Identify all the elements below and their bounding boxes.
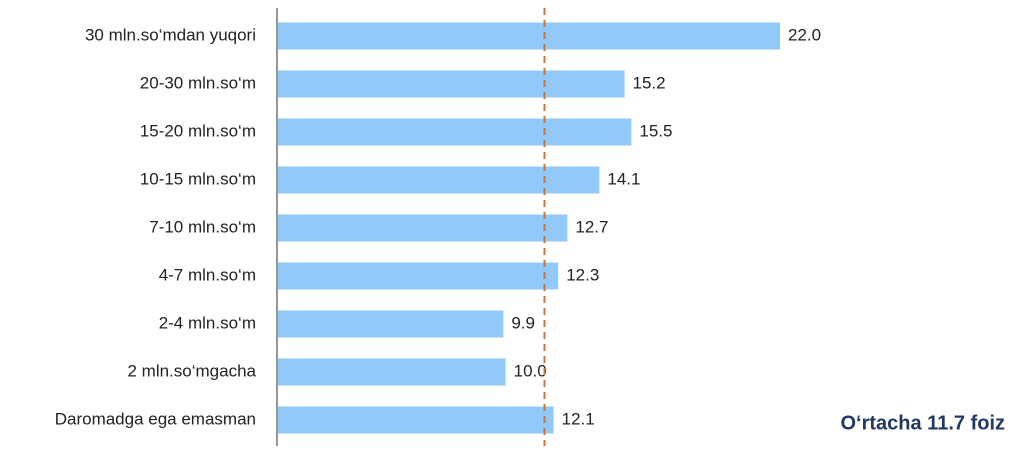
bar: [278, 118, 632, 146]
category-label: 20-30 mln.so‘m: [140, 73, 256, 92]
bar: [278, 358, 506, 386]
value-label: 10.0: [514, 361, 547, 380]
category-label: 4-7 mln.so‘m: [159, 265, 256, 284]
value-label: 9.9: [511, 313, 535, 332]
bar: [278, 70, 625, 98]
value-label: 12.1: [562, 409, 595, 428]
bar: [278, 22, 780, 50]
reference-label: O‘rtacha 11.7 foiz: [840, 412, 1005, 434]
category-label: 2 mln.so‘mgacha: [127, 361, 256, 380]
category-label: 10-15 mln.so‘m: [140, 169, 256, 188]
bar: [278, 214, 568, 242]
bar: [278, 262, 559, 290]
value-label: 14.1: [607, 169, 640, 188]
category-label: 30 mln.so‘mdan yuqori: [85, 25, 256, 44]
value-label: 12.7: [575, 217, 608, 236]
bar: [278, 406, 554, 434]
value-label: 12.3: [566, 265, 599, 284]
bar: [278, 166, 600, 194]
category-label: 2-4 mln.so‘m: [159, 313, 256, 332]
bar: [278, 310, 504, 338]
category-label: 15-20 mln.so‘m: [140, 121, 256, 140]
value-label: 15.2: [633, 73, 666, 92]
category-label: 7-10 mln.so‘m: [149, 217, 256, 236]
value-label: 22.0: [788, 25, 821, 44]
category-label: Daromadga ega emasman: [55, 409, 256, 428]
value-label: 15.5: [639, 121, 672, 140]
